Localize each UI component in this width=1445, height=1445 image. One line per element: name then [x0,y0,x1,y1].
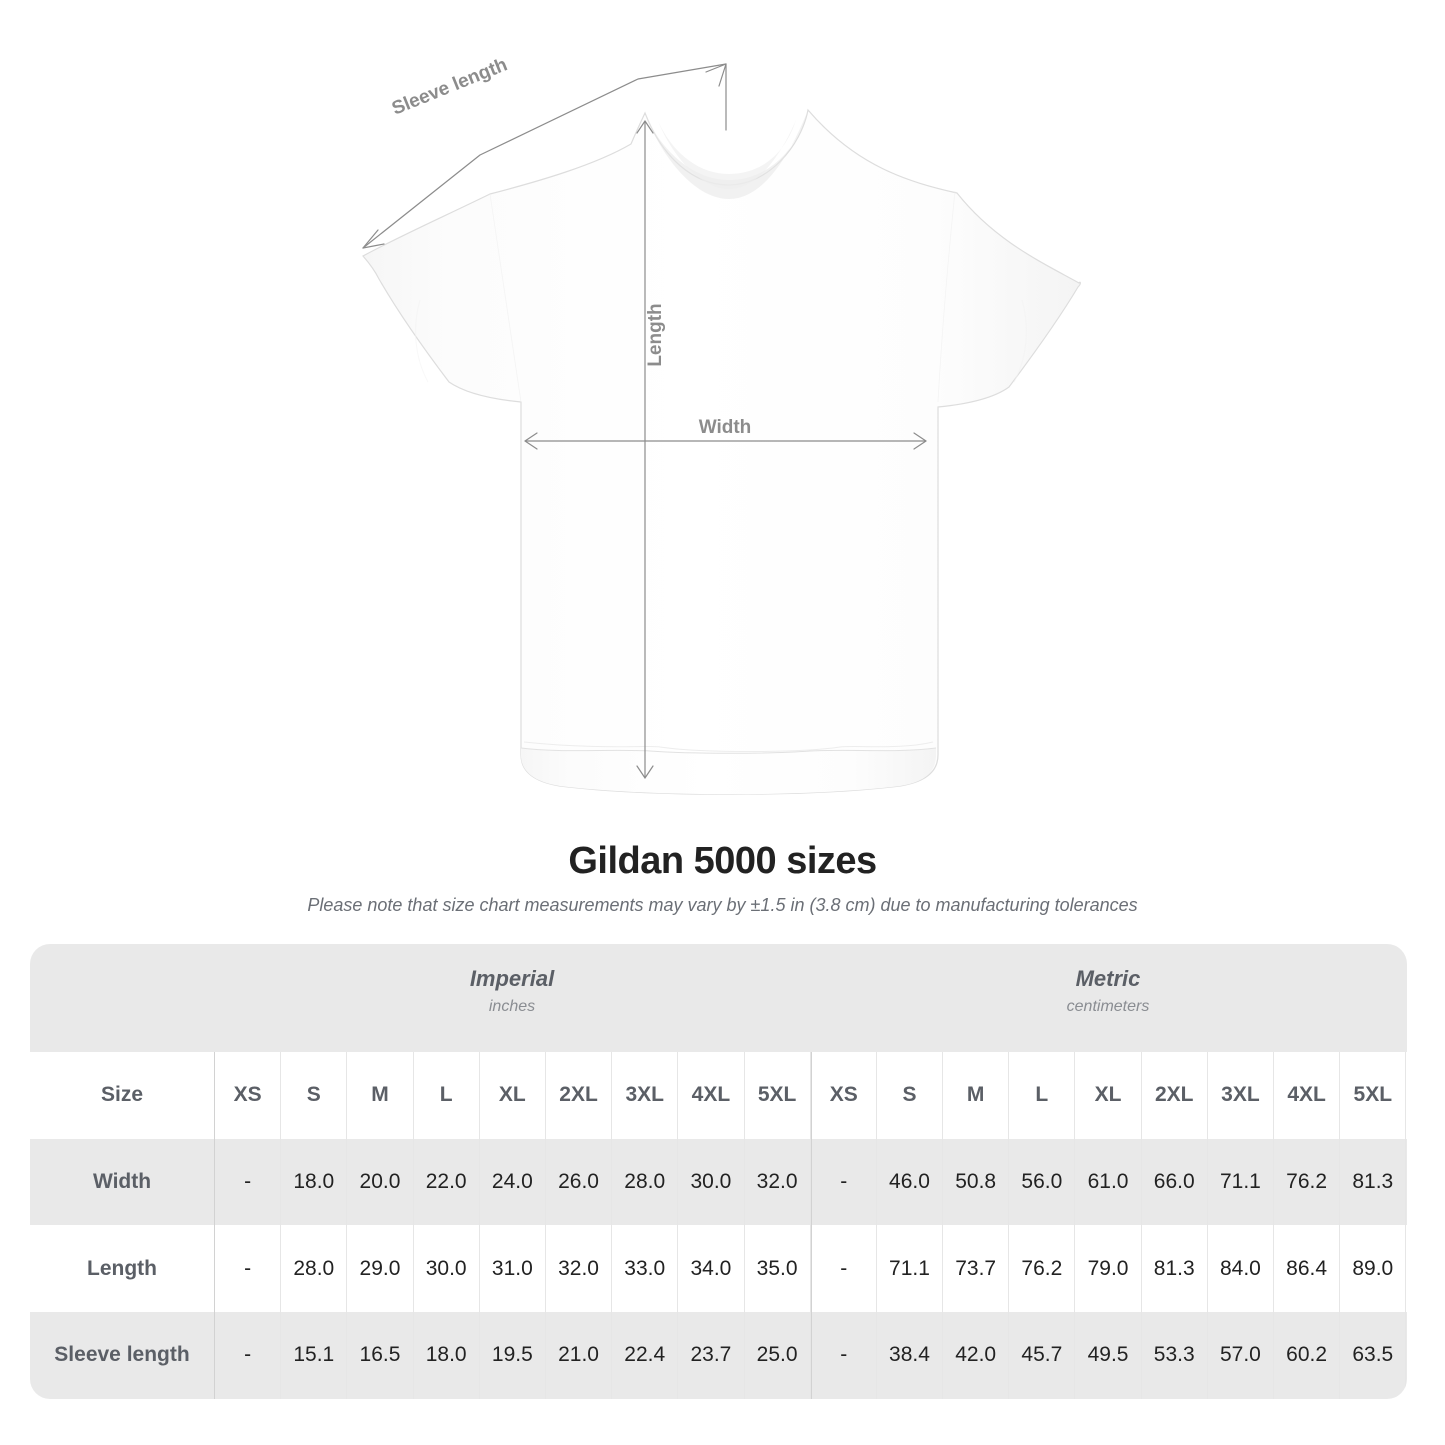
svg-text:Sleeve length: Sleeve length [389,54,510,119]
svg-text:Width: Width [699,417,752,438]
svg-text:Length: Length [645,303,666,366]
